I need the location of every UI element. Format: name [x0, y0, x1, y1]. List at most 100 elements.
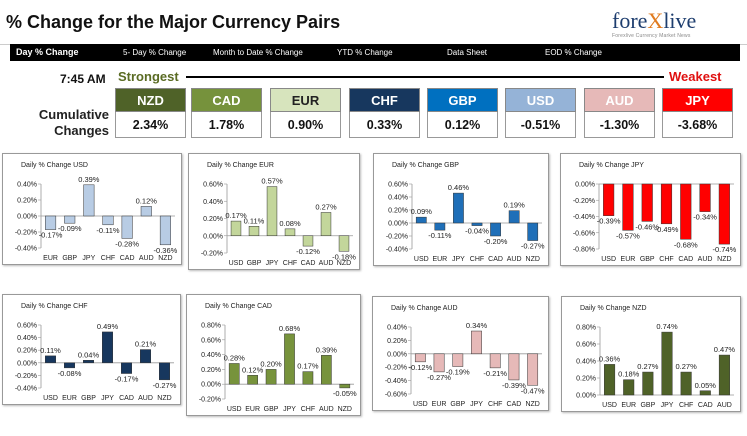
chart-eur: Daily % Change EUR 0.60% 0.40% 0.20% 0.00% -… [188, 153, 360, 270]
page-title: % Change for the Major Currency Pairs [6, 12, 341, 32]
bar-value-label: 0.74% [656, 322, 678, 331]
y-tick-label: -0.20% [15, 230, 37, 237]
y-tick-label: 0.60% [203, 182, 223, 189]
x-category-label: NZD [717, 256, 731, 263]
bar-value-label: -0.11% [96, 226, 120, 235]
x-category-label: GBP [247, 260, 262, 267]
chart-title: Daily % Change CHF [21, 303, 88, 310]
bar-chf [102, 215, 114, 226]
bar-value-label: 0.05% [695, 381, 717, 390]
bar-value-label: -0.04% [465, 227, 489, 236]
bar-value-label: 0.04% [78, 350, 100, 359]
bar-nzd [527, 353, 539, 386]
currency-cell-aud: AUD -1.30% [584, 88, 655, 138]
x-category-label: CHF [659, 256, 673, 263]
nav-5day-change[interactable]: 5- Day % Change [123, 48, 187, 57]
x-category-label: GBP [62, 255, 77, 262]
x-category-label: CAD [301, 260, 316, 267]
nav-month-to-date[interactable]: Month to Date % Change [213, 48, 303, 57]
y-tick-label: 0.00% [17, 360, 37, 367]
y-tick-label: 0.00% [575, 182, 595, 189]
x-category-label: AUD [139, 255, 154, 262]
bar-aud [718, 354, 730, 396]
y-tick-label: -0.40% [386, 247, 408, 254]
chart-cad: Daily % Change CAD 0.80% 0.60% 0.40% 0.20% 0… [186, 294, 361, 416]
forexlive-logo[interactable]: foreXlive Forexlive Currency Market News [612, 8, 730, 40]
bar-cad [121, 362, 132, 374]
bar-usd [603, 183, 615, 216]
bar-value-label: -0.34% [693, 213, 717, 222]
bar-jpy [471, 330, 482, 355]
x-category-label: USD [601, 256, 616, 263]
y-tick-label: -0.20% [386, 234, 408, 241]
chart-usd: Daily % Change USD 0.40% 0.20% 0.00% -0.20%… [2, 153, 182, 265]
bar-jpy [83, 184, 95, 217]
bar-eur [622, 183, 634, 231]
x-category-label: NZD [525, 401, 539, 408]
bar-value-label: 0.19% [504, 201, 526, 210]
bar-value-label: -0.57% [616, 231, 640, 240]
x-category-label: JPY [266, 260, 279, 267]
x-category-label: AUD [717, 402, 732, 409]
bar-value-label: 0.18% [618, 370, 640, 379]
nav-eod-change[interactable]: EOD % Change [545, 48, 602, 57]
bar-chf [302, 371, 314, 385]
bar-gbp [641, 183, 653, 222]
bar-usd [604, 364, 616, 396]
logo-tagline: Forexlive Currency Market News [612, 33, 691, 39]
y-tick-label: 0.00% [387, 351, 407, 358]
bar-eur [247, 375, 258, 385]
y-tick-label: 0.20% [203, 216, 223, 223]
y-tick-label: -0.40% [385, 378, 407, 385]
bar-value-label: 0.68% [279, 324, 301, 333]
x-category-label: GBP [450, 401, 465, 408]
chart-svg: 0.00% -0.20% -0.40% -0.60% -0.80% -0.39% USD -0… [573, 182, 737, 264]
nav-day-change[interactable]: Day % Change [16, 47, 79, 57]
bar-value-label: -0.39% [502, 381, 526, 390]
y-tick-label: -0.40% [15, 386, 37, 393]
chart-svg: 0.60% 0.40% 0.20% 0.00% -0.20% -0.40% 0.09% USD… [386, 182, 545, 264]
y-tick-label: -0.20% [201, 251, 223, 258]
currency-value: 0.12% [427, 112, 498, 138]
bar-value-label: 0.09% [411, 207, 433, 216]
y-tick-label: -0.20% [15, 373, 37, 380]
y-tick-label: 0.40% [388, 195, 408, 202]
y-tick-label: 0.60% [201, 337, 221, 344]
x-category-label: JPY [101, 395, 114, 402]
logo-text: fore [612, 8, 648, 33]
bar-value-label: 0.08% [279, 219, 301, 228]
nav-data-sheet[interactable]: Data Sheet [447, 48, 488, 57]
y-tick-label: 0.80% [576, 325, 596, 332]
x-category-label: USD [602, 402, 617, 409]
cumulative-changes-label: Cumulative Changes [38, 107, 109, 138]
bar-value-label: -0.17% [115, 375, 139, 384]
bar-gbp [642, 371, 654, 396]
bar-aud [140, 206, 152, 217]
currency-cell-usd: USD -0.51% [505, 88, 576, 138]
chart-title: Daily % Change NZD [580, 305, 647, 312]
bar-value-label: 0.28% [224, 353, 246, 362]
bar-cad [121, 215, 133, 239]
currency-value: 1.78% [191, 112, 262, 138]
bar-eur [45, 215, 57, 230]
bar-aud [320, 212, 332, 237]
y-tick-label: -0.80% [573, 247, 595, 254]
chart-svg: 0.40% 0.20% 0.00% -0.20% -0.40%-0.17% EUR -0.0… [15, 175, 178, 262]
nav-bar: Day % Change 5- Day % Change Month to Da… [10, 44, 740, 61]
y-tick-label: -0.20% [199, 397, 221, 404]
bar-jpy [266, 186, 278, 236]
x-category-label: GBP [264, 406, 279, 413]
bar-value-label: 0.46% [448, 183, 470, 192]
x-category-label: CHF [101, 255, 115, 262]
currency-code: CAD [191, 88, 262, 112]
x-category-label: CHF [679, 402, 693, 409]
chart-title: Daily % Change JPY [579, 162, 644, 169]
bar-chf [489, 353, 501, 369]
strongest-label: Strongest [118, 69, 179, 84]
bar-jpy [102, 331, 113, 364]
nav-ytd-change[interactable]: YTD % Change [337, 48, 393, 57]
currency-code: AUD [584, 88, 655, 112]
y-tick-label: -0.40% [573, 214, 595, 221]
y-tick-label: 0.60% [576, 342, 596, 349]
bar-cad [680, 183, 692, 240]
